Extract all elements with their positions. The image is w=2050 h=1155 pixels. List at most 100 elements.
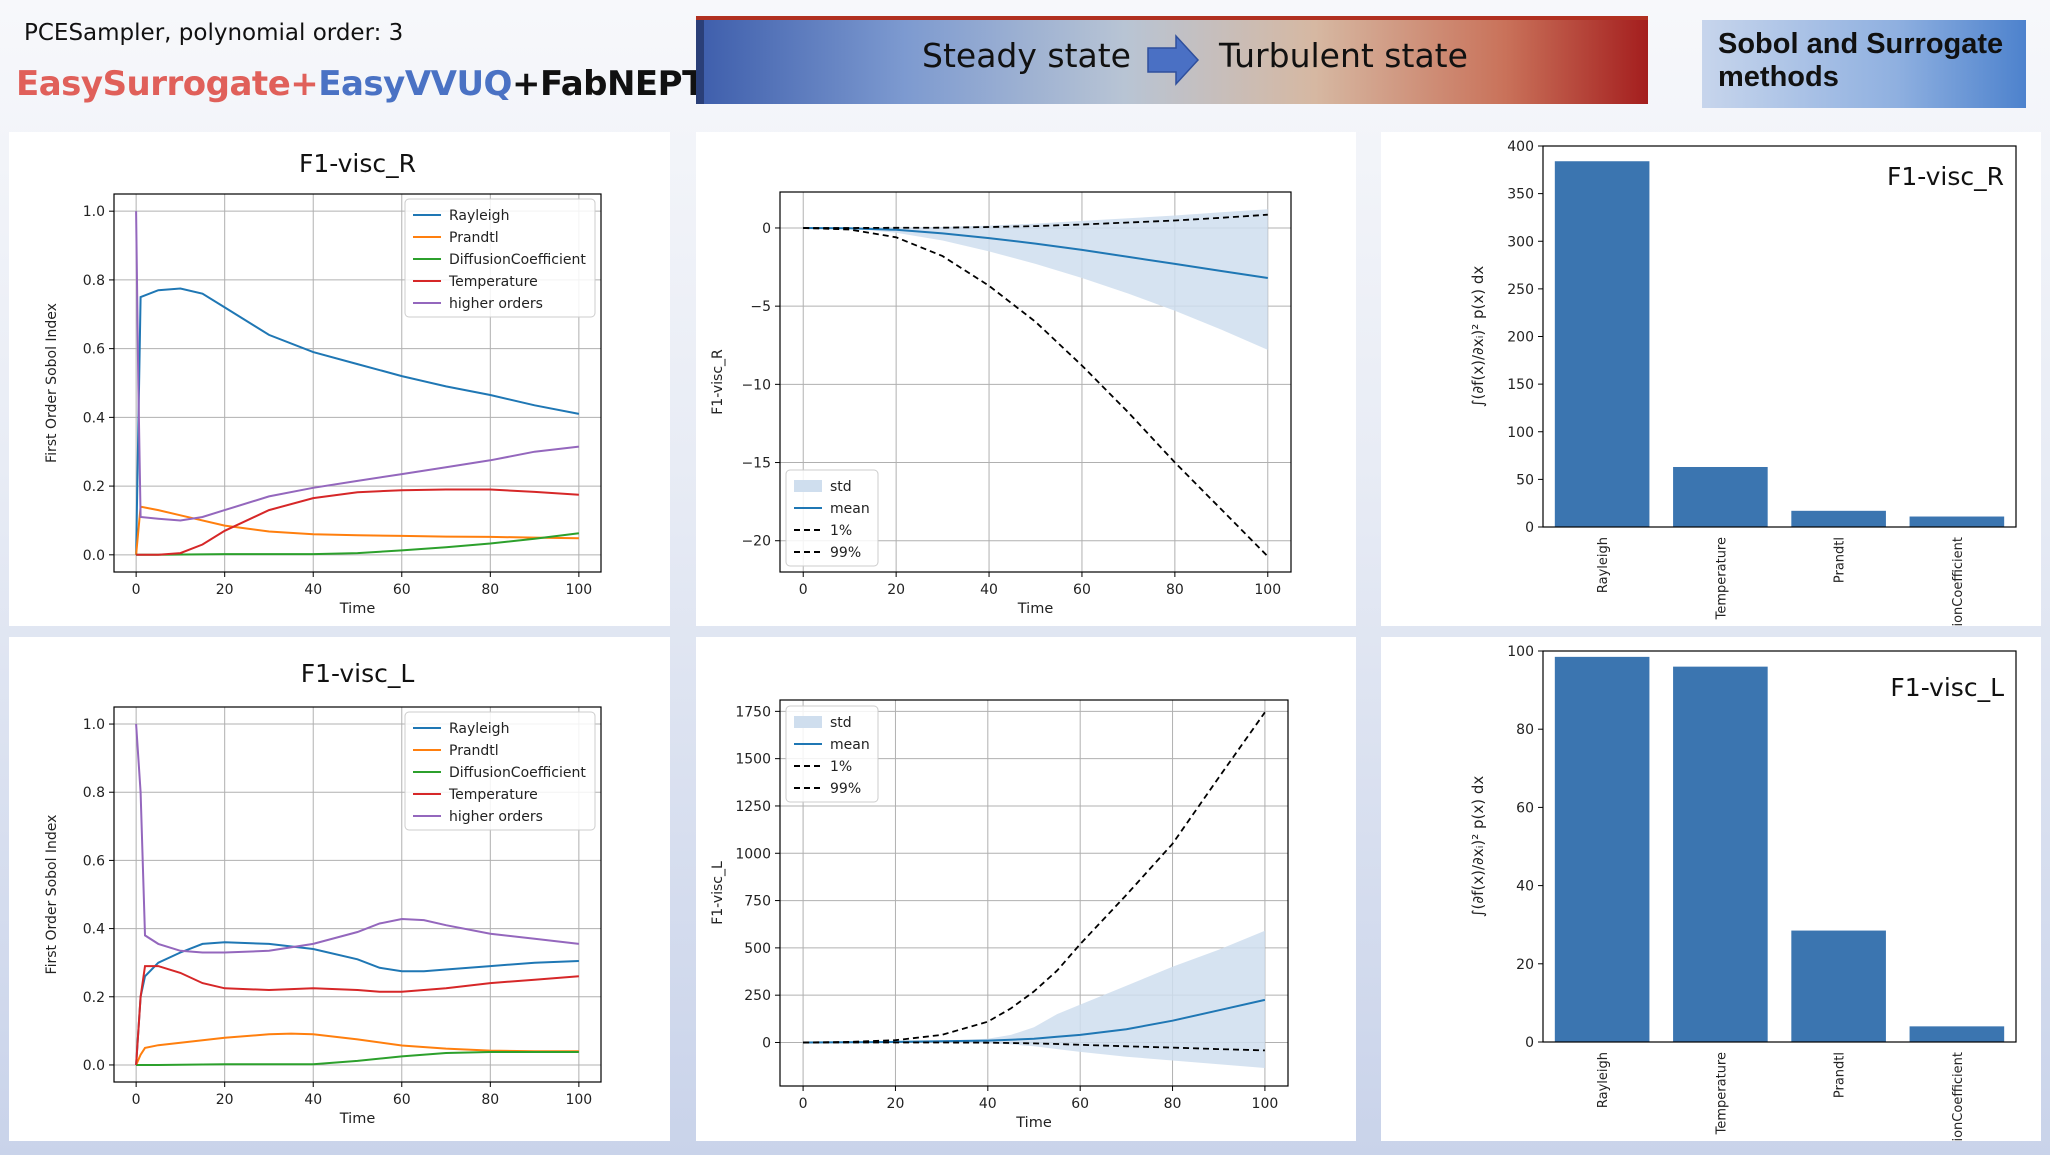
y-tick-label: 1750 bbox=[735, 704, 771, 720]
x-tick-label: 20 bbox=[216, 582, 234, 598]
legend-label: DiffusionCoefficient bbox=[449, 252, 586, 268]
sobol-l-chart: F1-visc_L 0 20 40 60 80 100 0.0 0.2 0.4 0.6 0.8 1.0 T… bbox=[44, 659, 602, 1127]
x-tick-label: DiffusionCoefficient bbox=[1951, 1052, 1966, 1141]
y-tick-label: 0.6 bbox=[83, 342, 105, 358]
y-tick-label: 60 bbox=[1516, 800, 1534, 816]
series-line-diffusioncoefficient bbox=[136, 532, 580, 556]
y-tick-label: 0 bbox=[1525, 520, 1534, 536]
bar-diffusioncoefficient bbox=[1909, 516, 2005, 527]
x-tick-label: 20 bbox=[216, 1092, 234, 1108]
x-tick-label: 100 bbox=[565, 582, 592, 598]
y-tick-label: 300 bbox=[1507, 234, 1534, 250]
tool-chain-title: EasySurrogate+EasyVVUQ+FabNEPTUNE bbox=[16, 64, 783, 104]
banner-left-edge bbox=[696, 20, 704, 104]
banner-steady-label: Steady state bbox=[922, 36, 1131, 75]
p99-line bbox=[803, 711, 1266, 1044]
x-tick-label: 60 bbox=[1073, 582, 1091, 598]
y-tick-label: −20 bbox=[741, 534, 771, 550]
y-tick-label: −5 bbox=[750, 299, 771, 315]
bars-r-chart: Rayleigh Temperature Prandtl DiffusionCoeff… bbox=[1469, 139, 2017, 626]
x-tick-label: Rayleigh bbox=[1596, 537, 1611, 593]
plot-frame bbox=[113, 706, 602, 1083]
x-tick-label: 80 bbox=[1166, 582, 1184, 598]
x-axis-label: Time bbox=[339, 1111, 376, 1127]
series-line-rayleigh bbox=[135, 287, 580, 555]
y-tick-label: 0.2 bbox=[83, 990, 105, 1006]
x-tick-label: 80 bbox=[481, 1092, 499, 1108]
std-band bbox=[803, 209, 1268, 350]
legend-label: higher orders bbox=[449, 296, 543, 312]
series-line-prandtl bbox=[135, 1032, 579, 1066]
x-axis-label: Time bbox=[1015, 1115, 1052, 1131]
legend-label: Rayleigh bbox=[449, 721, 509, 737]
plot-frame bbox=[779, 191, 1292, 573]
legend-label: std bbox=[830, 479, 852, 495]
bar-diffusioncoefficient bbox=[1909, 1026, 2005, 1042]
y-axis-label: First Order Sobol Index bbox=[44, 815, 60, 975]
y-tick-label: 250 bbox=[744, 988, 771, 1004]
series-line-prandtl bbox=[135, 505, 579, 555]
x-tick-label: Temperature bbox=[1714, 1052, 1729, 1135]
x-tick-label: Temperature bbox=[1714, 537, 1729, 620]
plot-frame bbox=[779, 699, 1289, 1087]
x-tick-label: DiffusionCoefficient bbox=[1951, 537, 1966, 626]
y-tick-label: 0 bbox=[1525, 1035, 1534, 1051]
panel-sobol-r: F1-visc_R 0 20 40 60 80 100 0.0 0.2 0.4 0.6 0.8 1.0 T… bbox=[9, 132, 670, 626]
y-tick-label: 0.8 bbox=[83, 785, 105, 801]
y-axis-label: First Order Sobol Index bbox=[44, 303, 60, 463]
y-tick-label: −15 bbox=[741, 456, 771, 472]
y-tick-label: 0.0 bbox=[83, 1058, 105, 1074]
chart-title: F1-visc_R bbox=[299, 149, 416, 178]
x-tick-label: 0 bbox=[132, 582, 141, 598]
x-tick-label: Rayleigh bbox=[1596, 1052, 1611, 1108]
legend-label: mean bbox=[830, 501, 870, 517]
legend-label: mean bbox=[830, 737, 870, 753]
panel-sobol-l: F1-visc_L 0 20 40 60 80 100 0.0 0.2 0.4 0.6 0.8 1.0 T… bbox=[9, 637, 670, 1141]
panel-stats-l: 0 20 40 60 80 100 0 250 500 750 1000 1250 1500 1750 Ti… bbox=[696, 637, 1356, 1141]
bar-rayleigh bbox=[1554, 656, 1650, 1042]
x-tick-label: 0 bbox=[799, 1096, 808, 1112]
y-tick-label: 80 bbox=[1516, 722, 1534, 738]
chart-title: F1-visc_L bbox=[301, 659, 415, 688]
x-axis-label: Time bbox=[339, 601, 376, 617]
legend-label: higher orders bbox=[449, 809, 543, 825]
x-tick-label: 60 bbox=[1071, 1096, 1089, 1112]
legend-label: 1% bbox=[830, 523, 852, 539]
p99-line bbox=[803, 213, 1268, 229]
x-tick-label: 20 bbox=[887, 1096, 905, 1112]
y-axis-label: F1-visc_R bbox=[710, 349, 726, 415]
y-tick-label: 100 bbox=[1507, 644, 1534, 660]
legend-label: Temperature bbox=[448, 787, 538, 803]
sobol-r-chart: F1-visc_R 0 20 40 60 80 100 0.0 0.2 0.4 0.6 0.8 1.0 T… bbox=[44, 149, 602, 617]
legend-box bbox=[785, 705, 879, 803]
legend-box bbox=[404, 198, 596, 318]
mean-line bbox=[803, 227, 1268, 279]
legend-label: 99% bbox=[830, 545, 861, 561]
right-arrow-icon bbox=[1146, 34, 1200, 90]
plot-frame bbox=[1542, 650, 2017, 1043]
methods-box: Sobol and Surrogate methods bbox=[1702, 20, 2026, 108]
legend-label: std bbox=[830, 715, 852, 731]
y-tick-label: 0.2 bbox=[83, 479, 105, 495]
chart-label: F1-visc_R bbox=[1887, 162, 2004, 191]
legend-label: DiffusionCoefficient bbox=[449, 765, 586, 781]
series-line-diffusioncoefficient bbox=[136, 1051, 579, 1066]
y-tick-label: 1000 bbox=[735, 846, 771, 862]
y-axis-label: F1-visc_L bbox=[710, 861, 726, 925]
series-line-temperature bbox=[136, 488, 579, 556]
y-tick-label: 150 bbox=[1507, 377, 1534, 393]
stats-r-chart: 0 20 40 60 80 100 0 −5 −10 −15 −20 Time F1-visc_Rstd… bbox=[710, 191, 1292, 617]
y-tick-label: 0 bbox=[762, 221, 771, 237]
legend-label: 1% bbox=[830, 759, 852, 775]
y-tick-label: 0.4 bbox=[83, 922, 105, 938]
series-line-higher-orders bbox=[135, 211, 580, 522]
y-tick-label: 40 bbox=[1516, 879, 1534, 895]
y-tick-label: −10 bbox=[741, 377, 771, 393]
y-axis-label: ∫(∂f(x)/∂xᵢ)² p(x) dx bbox=[1469, 266, 1487, 408]
y-tick-label: 350 bbox=[1507, 187, 1534, 203]
x-tick-label: 0 bbox=[132, 1092, 141, 1108]
x-tick-label: 100 bbox=[1254, 582, 1281, 598]
stats-l-chart: 0 20 40 60 80 10002505007501000125015001750Ti… bbox=[710, 699, 1289, 1131]
bars-l-chart: Rayleigh Temperature Prandtl DiffusionCoeff… bbox=[1469, 644, 2017, 1141]
legend-box bbox=[404, 711, 596, 831]
